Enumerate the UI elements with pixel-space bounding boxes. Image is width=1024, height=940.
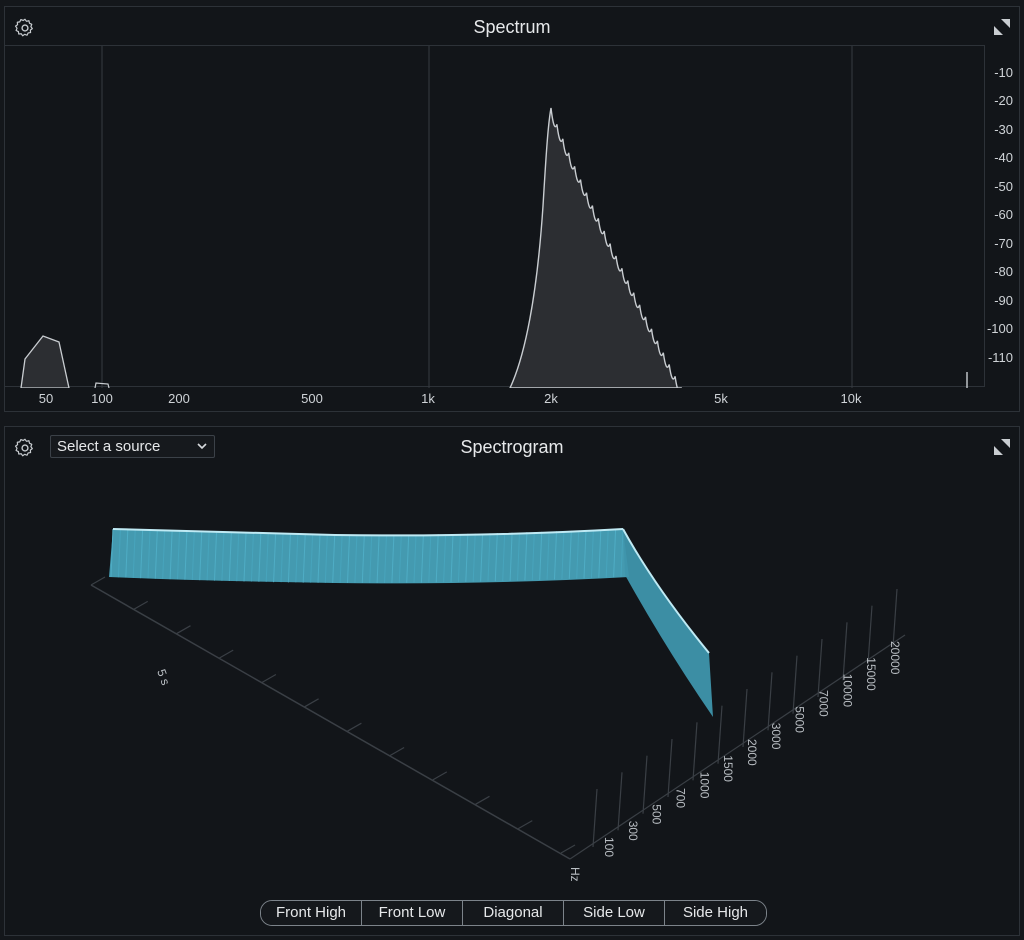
- time-tick: [90, 576, 106, 586]
- freq-tick-label: 100: [602, 837, 616, 857]
- freq-tick: [767, 672, 773, 731]
- spectrum-panel: Spectrum -10 -20 -30 -40 -50 -60 -70 -80…: [4, 6, 1020, 412]
- y-tick: -60: [994, 207, 1013, 222]
- freq-tick: [817, 638, 823, 698]
- freq-tick: [717, 705, 723, 764]
- x-tick: 2k: [544, 391, 558, 406]
- gear-icon[interactable]: [14, 17, 36, 39]
- freq-unit-label: Hz: [568, 867, 582, 882]
- freq-tick: [642, 755, 648, 814]
- view-mode-buttons: Front High Front Low Diagonal Side Low S…: [260, 900, 767, 926]
- x-tick: 200: [168, 391, 190, 406]
- x-tick: 100: [91, 391, 113, 406]
- freq-tick: [792, 655, 798, 714]
- time-tick: [304, 698, 319, 708]
- source-select[interactable]: Select a source: [50, 435, 215, 458]
- freq-tick-label: 10000: [840, 674, 854, 708]
- x-tick: 10k: [840, 391, 862, 406]
- time-tick: [176, 625, 191, 635]
- view-front-high-button[interactable]: Front High: [261, 901, 362, 925]
- freq-tick: [867, 605, 873, 664]
- y-tick: -10: [994, 65, 1013, 80]
- freq-tick: [842, 622, 848, 681]
- gear-icon[interactable]: [14, 437, 36, 459]
- freq-tick-label: 700: [674, 788, 688, 808]
- spectrum-plot: [5, 45, 985, 392]
- view-front-low-button[interactable]: Front Low: [362, 901, 463, 925]
- freq-tick-label: 5000: [793, 706, 807, 733]
- freq-tick-label: 300: [626, 821, 640, 841]
- freq-tick: [742, 688, 748, 748]
- time-tick: [560, 844, 576, 854]
- spectrogram-title: Spectrogram: [460, 437, 564, 457]
- expand-icon[interactable]: [993, 18, 1011, 36]
- freq-tick-label: 500: [650, 804, 664, 824]
- time-tick: [347, 722, 362, 732]
- spectrum-graph: [20, 46, 968, 392]
- x-tick: 5k: [714, 391, 728, 406]
- time-tick: [218, 649, 234, 659]
- time-tick: [518, 820, 533, 830]
- view-diagonal-button[interactable]: Diagonal: [463, 901, 564, 925]
- freq-tick: [692, 722, 698, 781]
- freq-tick: [667, 738, 673, 798]
- x-tick: 1k: [421, 391, 435, 406]
- expand-icon[interactable]: [993, 438, 1011, 456]
- x-tick: 50: [38, 391, 54, 406]
- time-tick: [432, 771, 448, 781]
- view-side-high-button[interactable]: Side High: [665, 901, 766, 925]
- view-side-low-button[interactable]: Side Low: [564, 901, 665, 925]
- spectrogram-3d-view[interactable]: 5 s Hz 100 300 500 700 1000 1500 2000 3000 5000 7…: [5, 427, 1019, 935]
- freq-tick: [892, 588, 898, 648]
- freq-tick-label: 20000: [888, 641, 902, 675]
- spectrum-low-bump: [20, 335, 70, 389]
- y-tick: -110: [987, 350, 1013, 365]
- time-tick: [389, 746, 405, 757]
- spectrum-peak-curve: [508, 107, 682, 392]
- y-tick: -100: [986, 321, 1013, 336]
- spectrogram-panel: 5 s Hz 100 300 500 700 1000 1500 2000 3000 5000 7…: [4, 426, 1020, 936]
- freq-tick: [592, 788, 598, 848]
- freq-tick: [617, 772, 623, 831]
- spectrum-title: Spectrum: [473, 17, 551, 37]
- time-tick: [475, 795, 490, 805]
- time-axis-label: 5 s: [154, 667, 173, 687]
- chevron-down-icon: [197, 443, 207, 450]
- freq-tick-label: 1500: [721, 755, 735, 782]
- freq-tick-label: 1000: [697, 772, 711, 799]
- freq-tick-label: 3000: [769, 723, 783, 750]
- time-tick: [133, 600, 148, 610]
- freq-tick-label: 7000: [817, 690, 831, 717]
- freq-tick-label: 2000: [745, 739, 759, 766]
- y-tick: -20: [994, 93, 1013, 108]
- y-tick: -90: [994, 293, 1013, 308]
- y-tick: -80: [994, 264, 1013, 279]
- y-tick: -70: [994, 236, 1013, 251]
- y-tick: -40: [994, 150, 1013, 165]
- source-select-value: Select a source: [57, 438, 161, 455]
- y-tick: -30: [994, 122, 1013, 137]
- x-tick: 500: [301, 391, 323, 406]
- y-tick: -50: [994, 179, 1013, 194]
- freq-tick-label: 15000: [864, 657, 878, 691]
- time-tick: [261, 673, 277, 684]
